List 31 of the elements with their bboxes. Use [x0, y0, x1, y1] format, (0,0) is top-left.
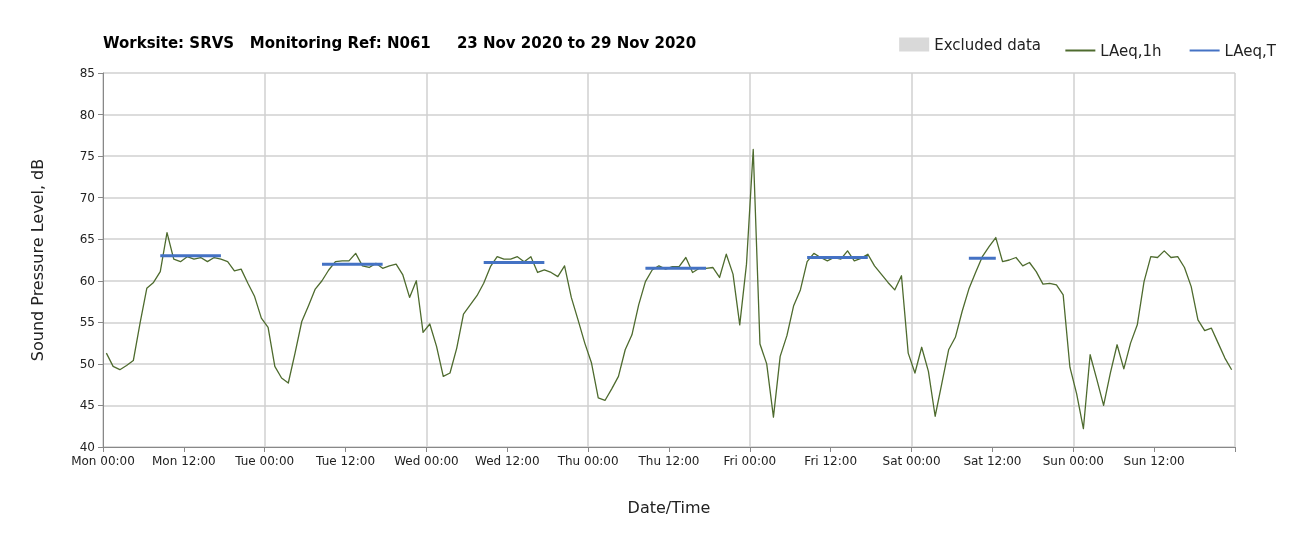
- line-series: [105, 148, 1233, 430]
- y-tick-label: 80: [79, 107, 95, 122]
- y-tick-label: 60: [79, 273, 95, 288]
- x-tick-label: Tue 12:00: [315, 454, 376, 468]
- x-tick-label: Mon 12:00: [152, 454, 216, 468]
- y-axis-title: Sound Pressure Level, dB: [27, 158, 47, 362]
- y-tick-label: 45: [79, 398, 95, 413]
- y-tick-label: 65: [79, 232, 95, 247]
- x-tick-label: Fri 12:00: [804, 454, 858, 468]
- legend-label: LAeq,T: [1224, 41, 1277, 60]
- x-tick-label: Sun 12:00: [1123, 454, 1185, 468]
- x-tick-label: Fri 00:00: [723, 454, 777, 468]
- x-axis-title: Date/Time: [627, 497, 711, 517]
- legend-label: Excluded data: [934, 35, 1042, 54]
- x-tick-label: Thu 12:00: [637, 454, 700, 468]
- x-tick-label: Sat 12:00: [963, 454, 1022, 468]
- legend-label: LAeq,1h: [1100, 41, 1162, 60]
- x-tick-label: Wed 00:00: [394, 454, 459, 468]
- x-tick-label: Thu 00:00: [556, 454, 619, 468]
- x-tick-label: Wed 12:00: [475, 454, 540, 468]
- y-tick-label: 70: [79, 190, 95, 205]
- y-tick-label: 40: [79, 440, 95, 454]
- y-tick-label: 55: [79, 315, 95, 330]
- x-tick-label: Mon 00:00: [71, 454, 135, 468]
- x-tick-label: Sat 00:00: [882, 454, 941, 468]
- y-tick-label: 75: [79, 149, 95, 164]
- x-tick-label: Sun 00:00: [1042, 454, 1104, 468]
- y-tick-label: 50: [79, 356, 95, 371]
- y-tick-label: 85: [79, 66, 95, 80]
- x-tick-label: Tue 00:00: [234, 454, 295, 468]
- chart-title: Worksite: SRVS Monitoring Ref: N061 23 Nov 2020 to 29 Nov 2020: [103, 33, 697, 52]
